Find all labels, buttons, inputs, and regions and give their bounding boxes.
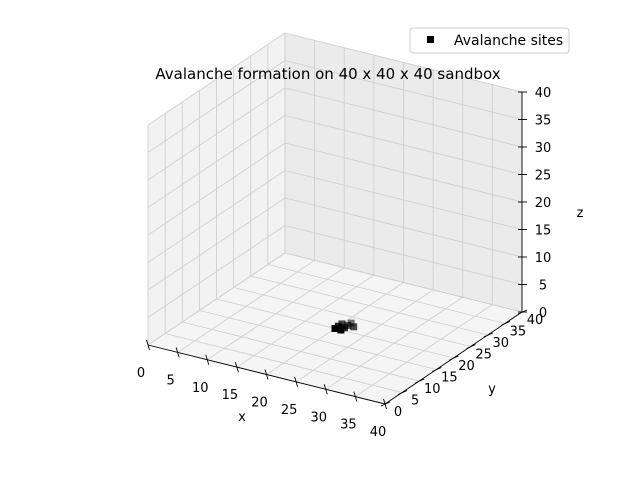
grid-line-left-z (147, 115, 286, 208)
avalanche-site-point (331, 325, 339, 332)
x-tick-mark (294, 376, 299, 388)
avalanche-site-point (350, 323, 358, 331)
grid-line-left-z (147, 252, 286, 346)
grid-line-left-z (147, 197, 286, 291)
grid-line-back-z (284, 115, 523, 175)
grid-line-back-z (284, 32, 523, 93)
y-tick-mark (466, 344, 476, 349)
grid-line-back-z (284, 225, 523, 285)
y-tick-mark (483, 332, 493, 338)
y-tick-label: 0 (394, 405, 402, 420)
avalanche-site-point (337, 326, 345, 334)
z-tick-label: 15 (535, 224, 552, 239)
x-tick-label: 15 (222, 388, 239, 403)
x-tick-mark (146, 339, 150, 351)
x-tick-mark (175, 347, 180, 358)
grid-line-back-z (284, 252, 523, 313)
y-tick-label: 35 (510, 325, 527, 340)
z-tick-label: 5 (539, 279, 547, 294)
legend-marker-square (427, 36, 434, 43)
grid-line-back-z (284, 142, 523, 203)
y-tick-label: 15 (441, 371, 458, 386)
y-tick-mark (397, 390, 408, 395)
grid-line-floor-y (165, 333, 403, 393)
legend-box (409, 27, 570, 54)
grid-line-left-z (147, 142, 286, 236)
grid-line-floor-y (199, 310, 437, 370)
y-tick-mark (449, 355, 459, 361)
z-tick-label: 10 (535, 251, 552, 266)
x-tick-label: 0 (137, 366, 145, 381)
y-tick-label: 10 (424, 382, 441, 397)
y-tick-label: 20 (458, 359, 475, 374)
grid-line-back-z (284, 197, 523, 258)
x-tick-label: 25 (281, 403, 298, 418)
legend: Avalanche sites (409, 27, 570, 54)
z-tick-label: 0 (539, 306, 547, 321)
x-tick-label: 10 (192, 381, 209, 396)
z-tick-label: 35 (535, 114, 552, 129)
tick-labels: 0 5 10 15 20 25 30 35 40051015202530354005101520… (137, 86, 551, 440)
x-tick-label: 30 (311, 410, 328, 425)
x-tick-mark (264, 369, 269, 380)
grid-line-floor-y (182, 321, 420, 382)
z-axis-label: z (577, 206, 584, 221)
y-axis-label: y (488, 382, 496, 397)
y-tick-mark (380, 401, 391, 407)
x-tick-mark (353, 391, 358, 402)
x-tick-mark (234, 361, 239, 373)
z-tick-label: 20 (535, 196, 552, 211)
grid-line-left-z (147, 60, 286, 153)
x-tick-label: 20 (251, 396, 268, 411)
grid-line-left-z (147, 32, 286, 126)
data-points (331, 319, 358, 334)
z-tick-label: 30 (535, 141, 552, 156)
grid-line-floor-y (250, 275, 488, 336)
grid-line-back-z (284, 87, 523, 148)
grid-line-back-z (284, 60, 523, 120)
grid-line-back-z (284, 170, 523, 230)
grid-line-left-z (147, 87, 286, 181)
y-tick-mark (500, 321, 511, 326)
x-tick-label: 40 (370, 425, 387, 440)
x-tick-label: 5 (166, 373, 174, 388)
grid-line-floor-y (233, 287, 471, 347)
grid-line-left-z (147, 225, 286, 318)
y-tick-mark (415, 378, 425, 384)
grid-line-floor-y (267, 264, 505, 324)
y-tick-label: 5 (411, 394, 419, 409)
z-tick-label: 40 (535, 86, 552, 101)
chart-title: Avalanche formation on 40 x 40 x 40 sand… (155, 65, 500, 83)
y-tick-label: 40 (527, 313, 544, 328)
z-tick-label: 25 (535, 169, 552, 184)
x-tick-mark (205, 354, 210, 365)
y-tick-label: 25 (475, 348, 492, 363)
x-tick-mark (323, 384, 328, 395)
legend-label: Avalanche sites (454, 33, 563, 49)
axes (146, 91, 528, 410)
x-axis-label: x (238, 410, 246, 425)
y-tick-mark (432, 367, 442, 372)
grid-line-left-z (147, 170, 286, 263)
y-tick-label: 30 (493, 336, 510, 351)
x-tick-label: 35 (340, 418, 357, 433)
